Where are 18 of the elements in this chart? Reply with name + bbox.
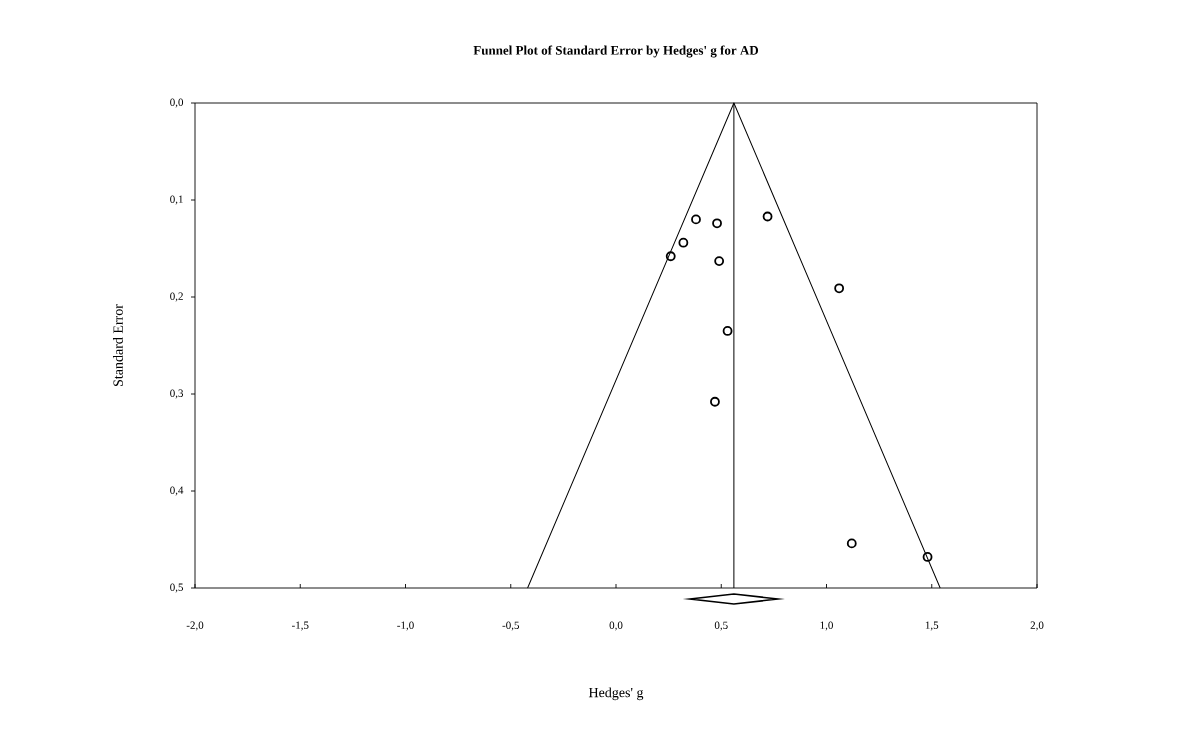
y-tick-label: 0,5 [170,583,184,593]
y-tick-label: 0,2 [170,292,183,302]
x-axis-title: Hedges' g [588,687,644,701]
y-tick-label: 0,4 [170,486,184,496]
y-axis-title: Standard Error [112,304,123,386]
x-tick-label: 1,5 [925,621,939,631]
x-tick-label: -1,0 [397,621,414,631]
x-tick-label: -2,0 [186,621,204,631]
x-tick-label: -0,5 [502,621,520,631]
y-tick-label: 0,3 [170,389,184,399]
x-tick-label: 0,5 [714,621,728,631]
chart-title: Funnel Plot of Standard Error by Hedges' g for AD [473,45,759,58]
y-tick-label: 0,1 [170,195,183,205]
x-tick-label: 1,0 [820,621,833,631]
x-tick-label: 2,0 [1030,621,1044,631]
y-tick-label: 0,0 [170,98,184,108]
x-tick-label: 0,0 [609,621,623,631]
x-tick-label: -1,5 [291,621,309,631]
